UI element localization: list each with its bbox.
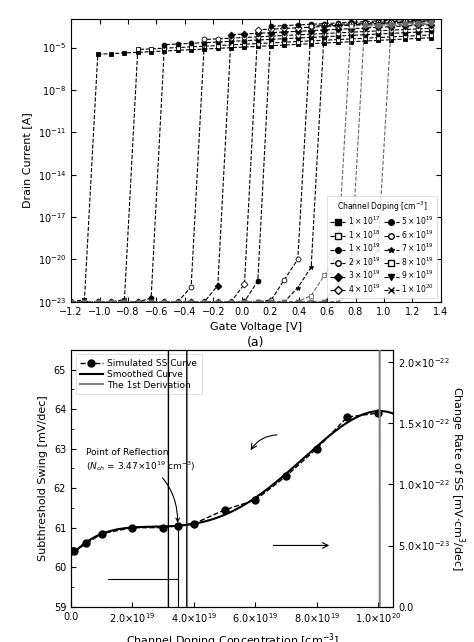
Line: Simulated SS Curve: Simulated SS Curve — [71, 410, 382, 555]
Simulated SS Curve — [99, 530, 105, 537]
X-axis label: Channel Doping Concentration [cm$^{-3}$]: Channel Doping Concentration [cm$^{-3}$] — [126, 631, 339, 642]
Simulated SS Curve — [175, 522, 181, 530]
Line: The 1st Derivation: The 1st Derivation — [73, 0, 393, 642]
Legend: Simulated SS Curve, Smoothed Curve, The 1st Derivation: Simulated SS Curve, Smoothed Curve, The … — [76, 354, 202, 394]
Y-axis label: Subthreshold Swing [mV/dec]: Subthreshold Swing [mV/dec] — [38, 395, 48, 561]
Smoothed Curve — [71, 549, 77, 557]
Simulated SS Curve — [283, 473, 289, 480]
Smoothed Curve — [70, 550, 75, 558]
Simulated SS Curve — [160, 524, 166, 532]
Simulated SS Curve — [83, 540, 89, 548]
Text: Point of Reflection
($N_{ch}$ = 3.47×10$^{19}$ cm$^{-3}$): Point of Reflection ($N_{ch}$ = 3.47×10$… — [86, 448, 196, 522]
Simulated SS Curve — [253, 496, 258, 504]
Smoothed Curve — [377, 407, 383, 415]
Simulated SS Curve — [345, 413, 350, 421]
Smoothed Curve — [391, 410, 396, 417]
Line: Smoothed Curve: Smoothed Curve — [73, 411, 393, 554]
Simulated SS Curve — [130, 524, 136, 532]
Simulated SS Curve — [314, 445, 319, 453]
Smoothed Curve — [266, 484, 272, 492]
Simulated SS Curve — [191, 520, 197, 528]
Legend: $1\times10^{17}$, $1\times10^{18}$, $1\times10^{19}$, $2\times10^{19}$, $3\times: $1\times10^{17}$, $1\times10^{18}$, $1\t… — [327, 196, 437, 298]
Smoothed Curve — [361, 410, 366, 418]
Y-axis label: Drain Current [A]: Drain Current [A] — [22, 112, 32, 209]
Simulated SS Curve — [71, 548, 77, 555]
Y-axis label: Change Rate of SS [mV$\cdot$cm$^3$/dec]: Change Rate of SS [mV$\cdot$cm$^3$/dec] — [448, 386, 467, 571]
X-axis label: Gate Voltage [V]: Gate Voltage [V] — [210, 322, 302, 332]
Text: (a): (a) — [247, 336, 264, 349]
Simulated SS Curve — [375, 409, 381, 417]
Smoothed Curve — [261, 488, 266, 496]
Smoothed Curve — [260, 489, 265, 496]
Simulated SS Curve — [222, 506, 228, 514]
Smoothed Curve — [340, 422, 346, 429]
